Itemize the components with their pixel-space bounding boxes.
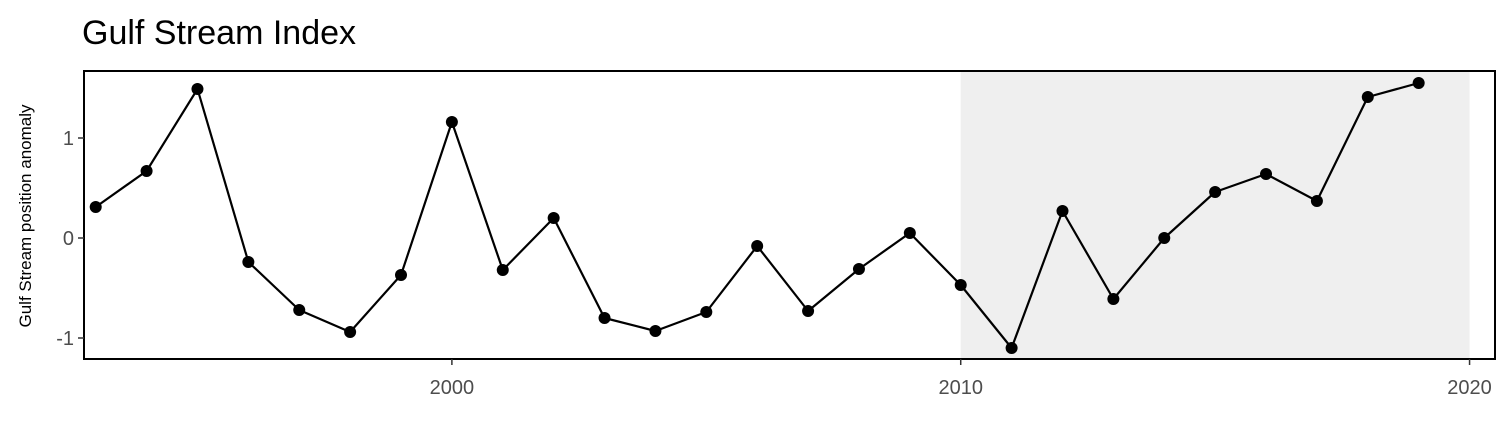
data-point-2000 xyxy=(445,116,458,128)
y-tick-label: 0 xyxy=(63,228,74,250)
panel-border xyxy=(83,70,1496,360)
data-point-2003 xyxy=(598,312,611,324)
y-tick-label: 1 xyxy=(63,128,74,150)
data-point-2002 xyxy=(547,212,560,224)
y-axis-label: Gulf Stream position anomaly xyxy=(16,104,35,327)
data-point-1999 xyxy=(395,269,408,281)
data-point-2014 xyxy=(1158,232,1171,244)
data-point-1994 xyxy=(140,165,153,177)
data-point-2001 xyxy=(496,264,509,276)
data-point-2006 xyxy=(751,240,764,252)
x-tick-label: 2010 xyxy=(938,377,983,399)
data-point-2019 xyxy=(1412,77,1425,89)
x-tick-label: 2020 xyxy=(1447,377,1492,399)
data-point-2012 xyxy=(1056,205,1069,217)
data-point-2007 xyxy=(802,305,815,317)
data-point-2011 xyxy=(1005,342,1018,354)
data-point-2018 xyxy=(1361,91,1374,103)
data-point-2008 xyxy=(852,263,865,275)
data-point-1996 xyxy=(242,256,255,268)
data-point-2017 xyxy=(1310,195,1323,207)
x-tick-label: 2000 xyxy=(430,377,475,399)
shaded-region xyxy=(960,71,1470,359)
data-point-2015 xyxy=(1209,186,1222,198)
data-point-1997 xyxy=(293,304,306,316)
data-point-2004 xyxy=(649,325,662,337)
data-point-1998 xyxy=(344,326,357,338)
chart-title: Gulf Stream Index xyxy=(82,14,356,52)
data-point-2016 xyxy=(1260,168,1273,180)
data-point-1993 xyxy=(89,201,102,213)
y-tick-label: -1 xyxy=(56,328,74,350)
plot-panel: -1 0 1 2000 2010 2020 xyxy=(56,70,1496,399)
data-point-2009 xyxy=(903,227,916,239)
data-point-2005 xyxy=(700,306,713,318)
data-point-2013 xyxy=(1107,293,1120,305)
data-point-1995 xyxy=(191,83,204,95)
data-point-2010 xyxy=(954,279,967,291)
